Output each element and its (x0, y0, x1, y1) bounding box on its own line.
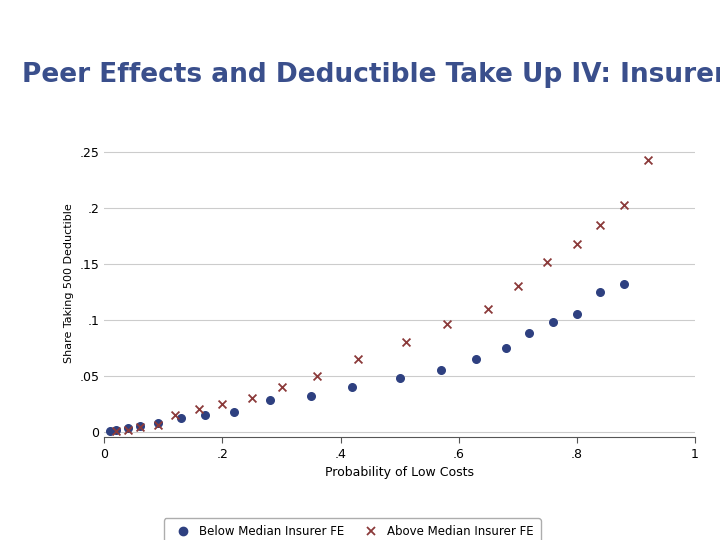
Point (152, 421, 163, 429)
Point (471, 355, 482, 363)
Point (523, 329, 535, 338)
Text: Peer Effects and Deductible Take Up IV: Insurers: Peer Effects and Deductible Take Up IV: … (22, 62, 720, 88)
Point (276, 383, 287, 391)
Point (110, 425, 122, 434)
Point (547, 318, 559, 327)
Point (176, 414, 187, 423)
Point (435, 366, 446, 375)
Point (122, 425, 134, 434)
Point (264, 396, 276, 405)
Legend: Below Median Insurer FE, Above Median Insurer FE: Below Median Insurer FE, Above Median In… (164, 518, 541, 540)
Point (571, 310, 582, 319)
Point (199, 411, 210, 420)
Text: Managed Competition in the Netherlands - Spinnewijn: Managed Competition in the Netherlands -… (191, 11, 529, 24)
Point (110, 427, 122, 435)
Point (571, 239, 582, 248)
Point (104, 427, 116, 435)
Point (305, 392, 317, 400)
Point (482, 305, 494, 313)
Point (595, 288, 606, 296)
Point (618, 280, 630, 288)
Point (246, 394, 258, 402)
Point (642, 156, 653, 164)
Y-axis label: Share Taking 500 Deductible: Share Taking 500 Deductible (64, 204, 74, 363)
Point (618, 200, 630, 209)
Point (311, 372, 323, 380)
Point (441, 320, 453, 329)
Point (394, 374, 405, 382)
Point (217, 400, 228, 408)
Point (134, 422, 145, 430)
Point (541, 258, 553, 266)
Point (400, 338, 411, 347)
Point (152, 418, 163, 427)
Point (122, 424, 134, 433)
Point (595, 220, 606, 229)
Point (134, 423, 145, 431)
Point (169, 411, 181, 420)
Point (228, 407, 240, 416)
Point (353, 355, 364, 363)
Point (193, 405, 204, 414)
Point (512, 282, 523, 291)
X-axis label: Probability of Low Costs: Probability of Low Costs (325, 467, 474, 480)
Point (346, 383, 358, 391)
Point (500, 343, 512, 352)
